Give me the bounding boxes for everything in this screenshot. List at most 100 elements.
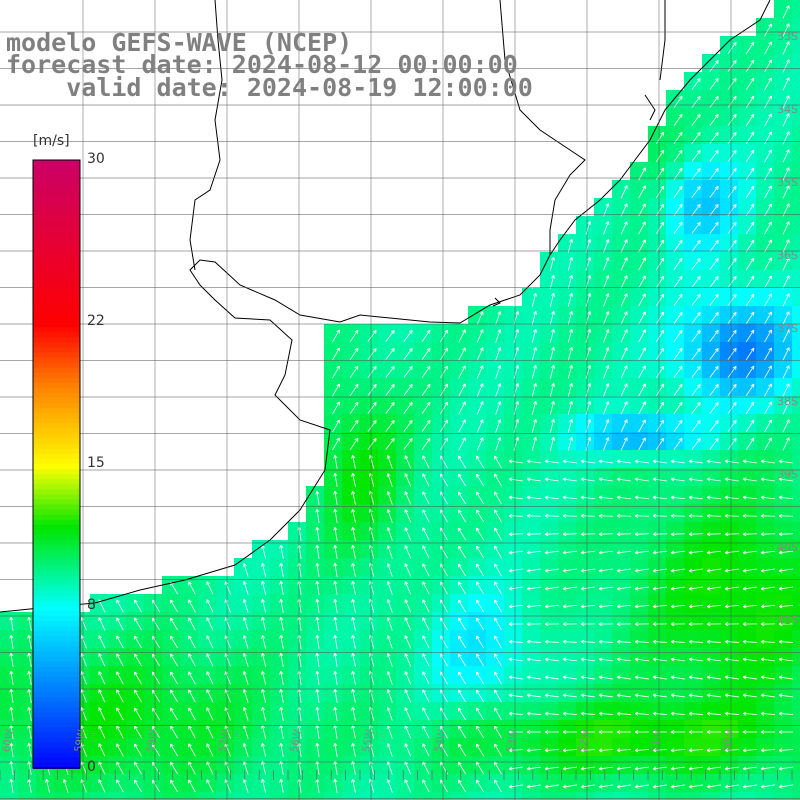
wind-arrow xyxy=(494,599,502,613)
wind-arrow xyxy=(673,185,683,198)
wind-arrow xyxy=(526,495,542,500)
speed-cell xyxy=(666,486,684,504)
speed-cell xyxy=(414,396,432,414)
speed-cell xyxy=(792,774,800,792)
colorbar-swatch xyxy=(33,585,80,592)
wind-arrow xyxy=(727,437,737,450)
speed-cell xyxy=(702,486,720,504)
wind-arrow xyxy=(673,347,683,360)
speed-cell xyxy=(666,594,684,612)
wind-arrow xyxy=(603,365,610,379)
speed-cell xyxy=(450,576,468,594)
speed-cell xyxy=(234,774,252,792)
wind-arrow xyxy=(727,185,737,198)
wind-arrow xyxy=(598,711,614,716)
wind-arrow xyxy=(745,401,755,415)
speed-cell xyxy=(594,612,612,630)
wind-arrow xyxy=(598,532,614,537)
wind-arrow xyxy=(764,149,772,163)
wind-arrow xyxy=(727,347,737,360)
speed-cell xyxy=(324,324,342,342)
speed-cell xyxy=(162,666,180,684)
speed-cell xyxy=(648,450,666,468)
wind-arrow xyxy=(422,545,430,559)
speed-cell xyxy=(630,252,648,270)
speed-cell xyxy=(720,180,738,198)
speed-cell xyxy=(450,648,468,666)
speed-cell xyxy=(792,720,800,738)
speed-cell xyxy=(18,630,36,648)
speed-cell xyxy=(594,738,612,756)
wind-arrow xyxy=(670,586,685,591)
speed-cell xyxy=(378,396,396,414)
wind-arrow xyxy=(688,622,704,627)
wind-arrow xyxy=(562,675,577,680)
speed-cell xyxy=(774,756,792,774)
speed-cell xyxy=(252,738,270,756)
wind-arrow xyxy=(670,693,685,698)
colorbar-swatch xyxy=(33,418,80,425)
wind-arrow xyxy=(349,365,359,379)
speed-cell xyxy=(270,684,288,702)
speed-cell xyxy=(522,594,540,612)
wind-arrow xyxy=(9,742,14,757)
wind-arrow xyxy=(279,778,284,793)
colorbar-swatch xyxy=(33,712,80,719)
speed-cell xyxy=(540,774,558,792)
speed-cell xyxy=(630,378,648,396)
wind-arrow xyxy=(764,365,772,379)
wind-arrow xyxy=(562,586,577,591)
wind-arrow xyxy=(580,550,596,555)
speed-cell xyxy=(738,54,756,72)
speed-cell xyxy=(630,756,648,774)
speed-cell xyxy=(360,522,378,540)
speed-cell xyxy=(756,792,774,800)
wind-arrow xyxy=(9,616,14,631)
speed-cell xyxy=(342,648,360,666)
colorbar-swatch xyxy=(33,641,80,648)
wind-arrow xyxy=(508,586,523,591)
speed-cell xyxy=(666,126,684,144)
colorbar-swatch xyxy=(33,398,80,405)
speed-cell xyxy=(450,666,468,684)
speed-cell xyxy=(306,756,324,774)
wind-arrow xyxy=(745,239,755,253)
speed-cell xyxy=(504,522,522,540)
speed-cell xyxy=(612,270,630,288)
wind-arrow xyxy=(544,459,559,464)
wind-arrow xyxy=(206,725,214,739)
wind-arrow xyxy=(567,292,574,307)
speed-cell xyxy=(630,216,648,234)
speed-cell xyxy=(648,414,666,432)
wind-arrow xyxy=(544,711,560,716)
wind-arrow xyxy=(634,495,650,500)
wind-arrow xyxy=(585,257,592,271)
wind-arrow xyxy=(544,657,559,662)
speed-cell xyxy=(648,684,666,702)
speed-cell xyxy=(414,432,432,450)
wind-arrow xyxy=(688,568,703,573)
wind-arrow xyxy=(760,657,775,662)
wind-arrow xyxy=(170,599,178,613)
colorbar-swatch xyxy=(33,266,80,273)
wind-arrow xyxy=(494,545,502,559)
wind-arrow xyxy=(706,477,721,482)
speed-cell xyxy=(36,792,54,800)
speed-cell xyxy=(450,504,468,522)
wind-arrow xyxy=(531,436,538,451)
speed-cell xyxy=(702,702,720,720)
colorbar-swatch xyxy=(33,722,80,729)
wind-arrow xyxy=(404,545,412,559)
wind-arrow xyxy=(760,513,776,518)
wind-arrow xyxy=(652,766,667,771)
wind-arrow xyxy=(634,550,650,555)
speed-cell xyxy=(792,180,800,198)
speed-cell xyxy=(252,630,270,648)
speed-cell xyxy=(774,702,792,720)
wind-arrow xyxy=(688,639,704,644)
speed-cell xyxy=(594,792,612,800)
wind-arrow xyxy=(638,311,646,325)
wind-arrow xyxy=(475,599,484,613)
wind-arrow xyxy=(598,766,613,771)
wind-arrow xyxy=(598,586,613,591)
